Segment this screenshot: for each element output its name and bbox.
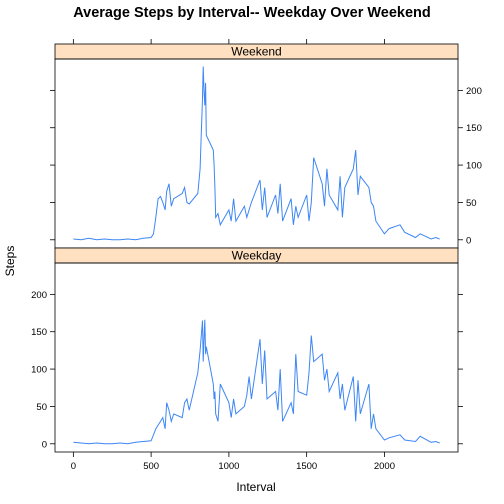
y-tick-label-weekday-50: 50 <box>36 402 47 413</box>
y-tick-label-weekend-150: 150 <box>466 123 482 134</box>
x-tick-label-2000: 2000 <box>374 461 395 472</box>
strip-label-weekend: Weekend <box>231 45 281 59</box>
strip-label-weekday: Weekday <box>232 249 282 263</box>
chart-title: Average Steps by Interval-- Weekday Over… <box>73 5 431 21</box>
y-tick-label-weekday-100: 100 <box>31 365 47 376</box>
y-tick-label-weekend-100: 100 <box>466 161 482 172</box>
panel-frame-weekend <box>54 58 459 249</box>
x-axis-label: Interval <box>236 480 275 494</box>
y-tick-label-weekend-200: 200 <box>466 86 482 97</box>
x-tick-label-1500: 1500 <box>296 461 317 472</box>
x-tick-label-500: 500 <box>143 461 159 472</box>
x-tick-label-0: 0 <box>71 461 76 472</box>
panel-frame-weekday <box>54 262 459 453</box>
x-tick-label-1000: 1000 <box>218 461 239 472</box>
y-axis-label: Steps <box>3 246 17 277</box>
y-tick-label-weekend-0: 0 <box>466 235 471 246</box>
y-tick-label-weekday-150: 150 <box>31 327 47 338</box>
series-line-weekday <box>73 319 440 445</box>
y-tick-label-weekday-0: 0 <box>42 439 47 450</box>
y-tick-label-weekday-200: 200 <box>31 290 47 301</box>
y-tick-label-weekend-50: 50 <box>466 198 477 209</box>
series-line-weekend <box>73 66 440 241</box>
